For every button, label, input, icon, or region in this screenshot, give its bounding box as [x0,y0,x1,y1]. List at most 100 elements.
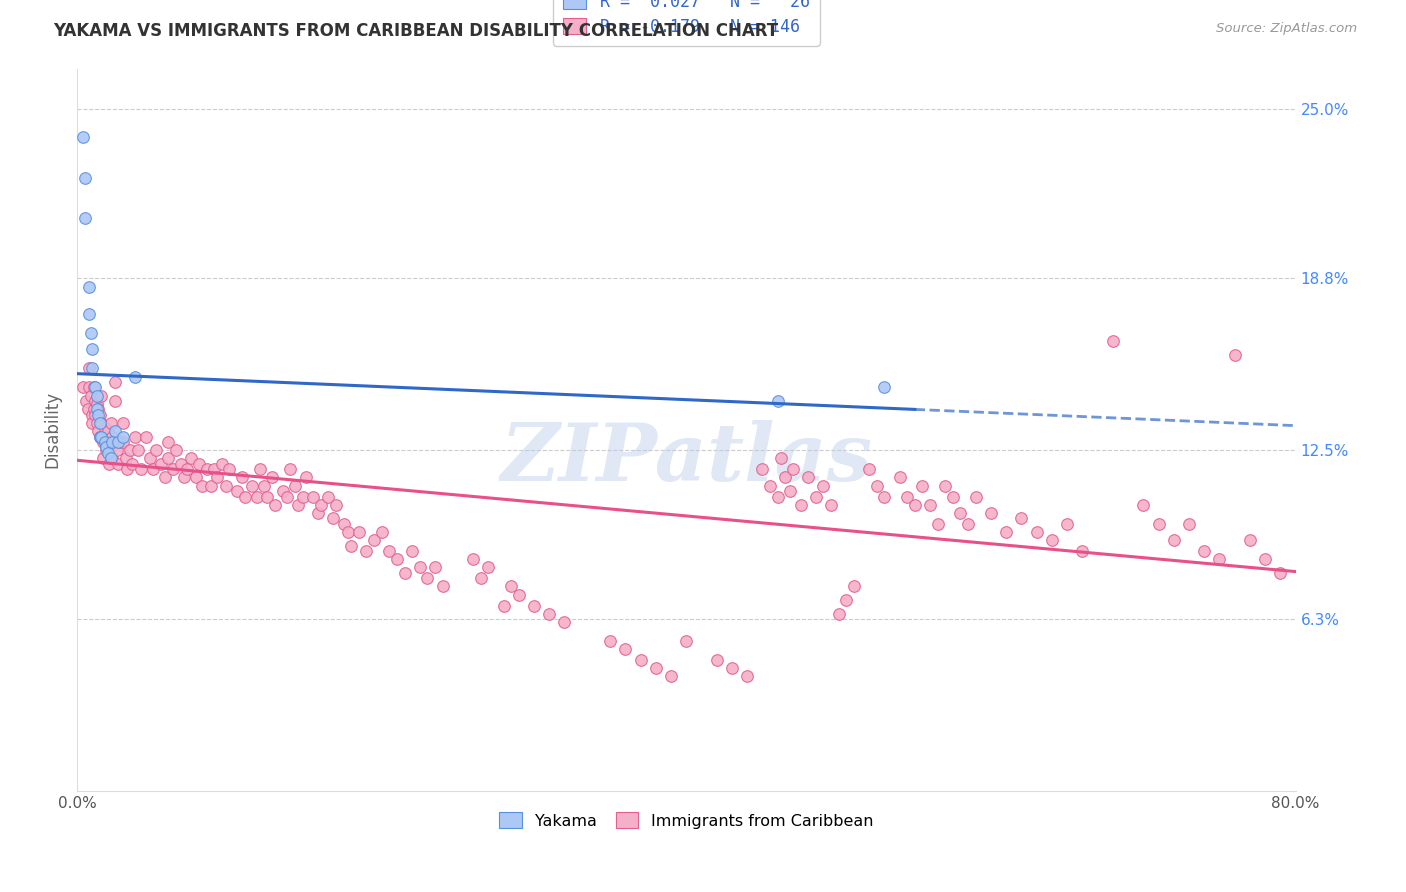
Point [135,429,157,443]
Point [416,571,439,585]
Point [461,552,484,566]
Point [139,451,162,466]
Point [927,516,949,531]
Point [157,451,180,466]
Point [508,588,530,602]
Point [873,380,896,394]
Point [1056,516,1078,531]
Point [87,424,110,438]
Point [1040,533,1063,548]
Point [1192,544,1215,558]
Point [918,498,941,512]
Point [87,408,110,422]
Point [813,478,835,492]
Point [284,478,307,492]
Point [233,490,256,504]
Point [356,544,378,558]
Point [94,443,117,458]
Point [176,462,198,476]
Point [77,279,100,293]
Point [911,478,934,492]
Point [111,416,134,430]
Point [218,462,240,476]
Point [80,326,103,340]
Point [155,470,177,484]
Point [1101,334,1123,348]
Point [101,435,124,450]
Point [77,307,100,321]
Point [93,421,115,435]
Point [789,498,811,512]
Point [1163,533,1185,548]
Point [271,484,294,499]
Point [370,524,392,539]
Point [401,544,423,558]
Point [82,416,104,430]
Point [82,408,104,422]
Point [1178,516,1201,531]
Point [644,661,666,675]
Point [340,539,363,553]
Point [325,498,347,512]
Point [835,593,858,607]
Point [423,560,446,574]
Point [80,389,103,403]
Point [751,462,773,476]
Point [98,443,121,458]
Point [896,490,918,504]
Point [231,470,253,484]
Point [145,443,167,458]
Point [820,498,842,512]
Point [759,478,782,492]
Point [205,470,228,484]
Point [307,506,329,520]
Point [842,579,865,593]
Point [187,457,209,471]
Point [347,524,370,539]
Point [322,511,344,525]
Point [96,446,118,460]
Point [675,634,697,648]
Point [934,478,956,492]
Point [83,402,105,417]
Point [797,470,820,484]
Point [105,443,128,458]
Point [775,470,797,484]
Point [149,457,172,471]
Point [89,416,111,430]
Point [394,566,416,580]
Point [111,429,134,443]
Text: Source: ZipAtlas.com: Source: ZipAtlas.com [1216,22,1357,36]
Point [114,451,136,466]
Point [1010,511,1032,525]
Point [318,490,340,504]
Point [93,435,115,450]
Point [477,560,499,574]
Point [73,170,96,185]
Point [86,397,108,411]
Point [94,429,117,443]
Point [89,429,111,443]
Point [630,653,652,667]
Point [1071,544,1094,558]
Point [538,607,561,621]
Point [1132,498,1154,512]
Point [659,669,682,683]
Point [264,498,287,512]
Point [302,490,325,504]
Point [253,478,276,492]
Point [409,560,432,574]
Point [1270,566,1292,580]
Point [1147,516,1170,531]
Point [124,369,146,384]
Legend: Yakama, Immigrants from Caribbean: Yakama, Immigrants from Caribbean [494,806,880,835]
Point [202,462,225,476]
Point [276,490,298,504]
Point [1239,533,1261,548]
Point [162,462,184,476]
Point [721,661,744,675]
Point [873,490,896,504]
Point [866,478,889,492]
Point [782,462,804,476]
Point [165,443,187,458]
